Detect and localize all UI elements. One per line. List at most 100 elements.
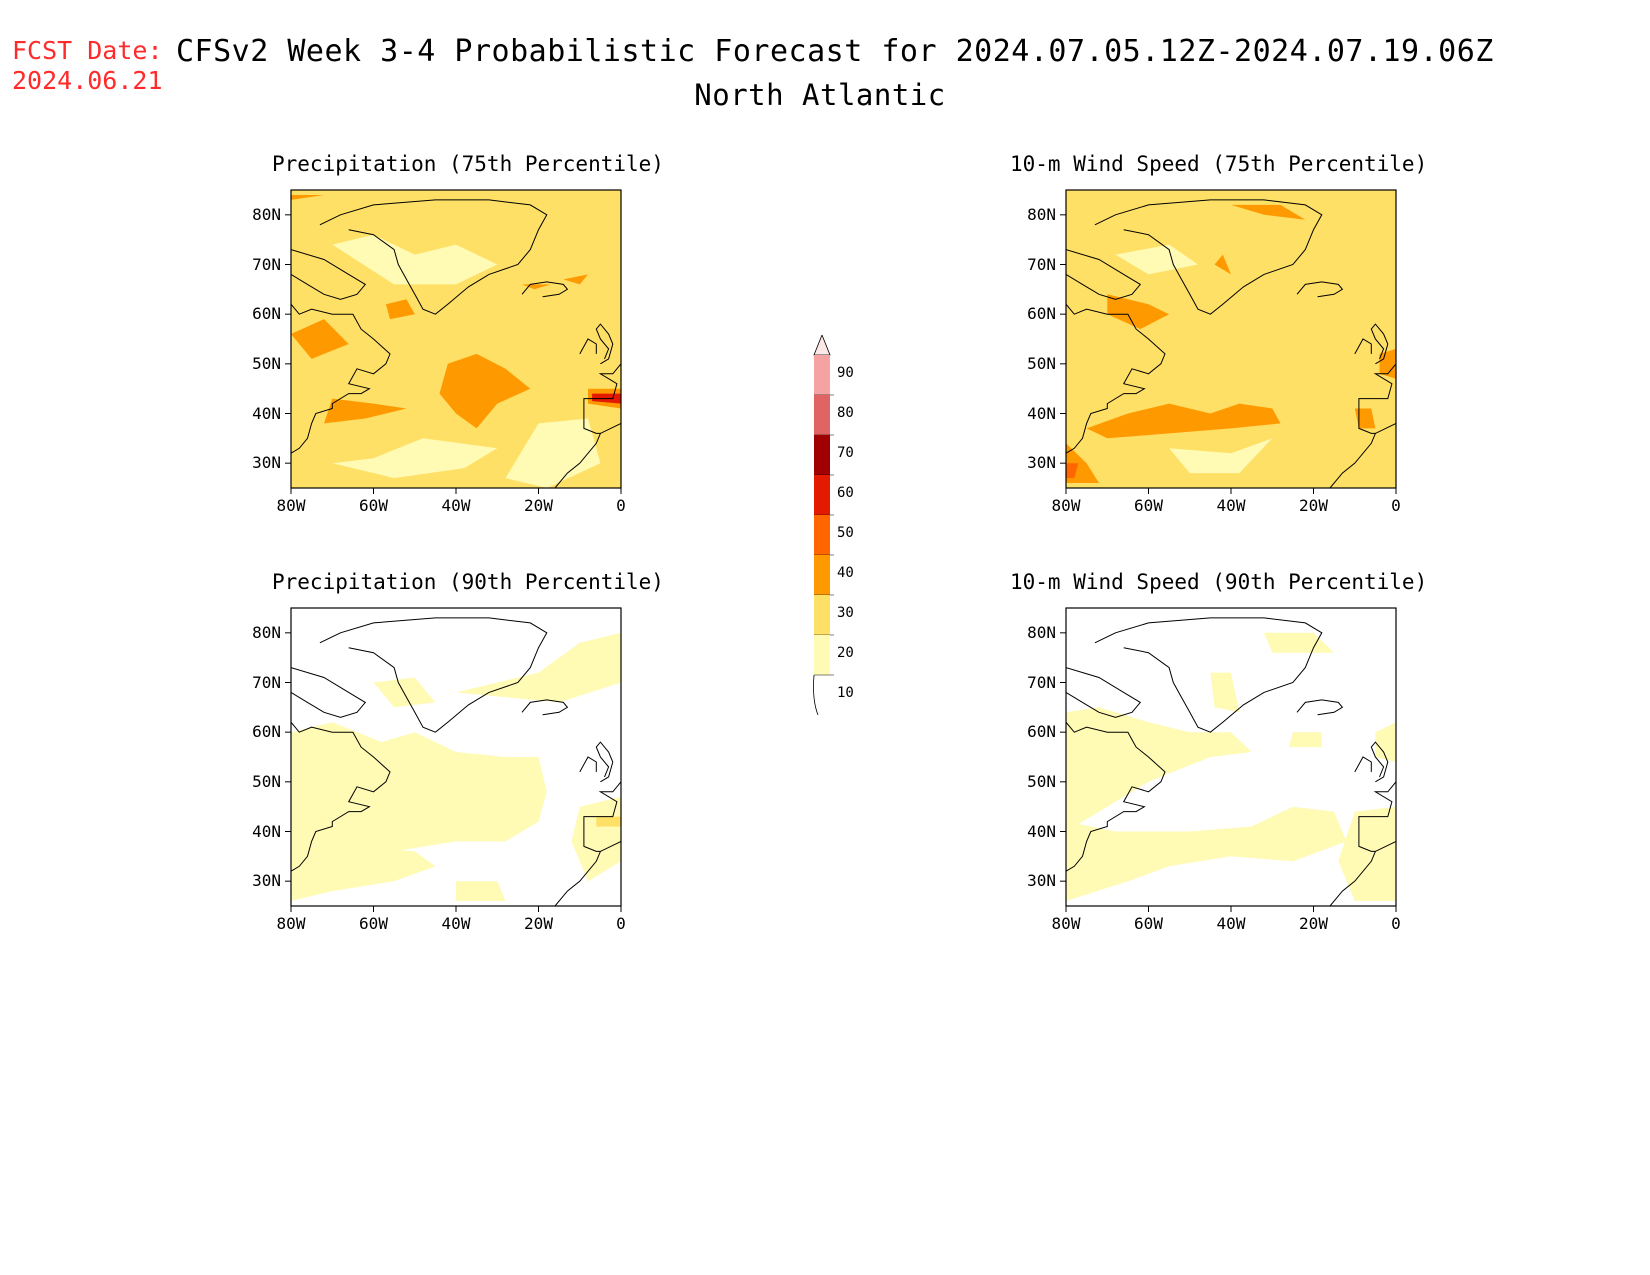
colorbar-label: 90: [837, 365, 854, 381]
lat-label: 80N: [252, 204, 281, 224]
coastline: [1358, 781, 1396, 852]
coastline: [1358, 363, 1396, 434]
colorbar-segment: [814, 515, 830, 555]
lat-label: 80N: [1027, 622, 1056, 642]
lat-label: 70N: [252, 254, 281, 274]
probability-contour: [324, 398, 407, 424]
map-panel-precip-75: 80N 70N 60N 50N 40N 30N 80W 60W 40W 20W 0: [252, 189, 711, 610]
colorbar-svg: [813, 333, 834, 716]
coastline: [521, 281, 569, 298]
coastline: [1329, 433, 1376, 488]
colorbar-segment: [814, 475, 830, 515]
lon-label: 0: [1391, 496, 1401, 515]
colorbar-label: 40: [837, 565, 854, 581]
probability-contour: [1066, 707, 1252, 832]
probability-contour: [1375, 722, 1396, 762]
coastline: [291, 667, 367, 718]
lat-label: 70N: [1027, 672, 1056, 692]
map-svg-wind-75: [1060, 189, 1397, 494]
lon-label: 40W: [441, 496, 471, 515]
probability-contour: [1288, 732, 1322, 748]
coastline: [583, 363, 621, 434]
coastline: [319, 617, 548, 733]
coastline: [1296, 699, 1344, 716]
coastline: [1066, 303, 1166, 454]
colorbar-segment: [814, 555, 830, 595]
probability-contour: [563, 274, 588, 285]
map-panel-wind-90: 80N 70N 60N 50N 40N 30N 80W 60W 40W 20W 0: [1027, 607, 1486, 1028]
map-svg-precip-90: [285, 607, 622, 912]
probability-contour: [1169, 438, 1273, 474]
colorbar-segment: [814, 435, 830, 475]
probability-contour: [596, 816, 621, 827]
lon-label: 20W: [1299, 496, 1328, 515]
coastline: [554, 851, 601, 906]
coastline: [1370, 741, 1389, 783]
colorbar-cap-top: [813, 333, 831, 356]
lon-label: 60W: [1134, 496, 1163, 515]
lon-label: 80W: [276, 914, 306, 933]
coastline: [1094, 199, 1323, 315]
colorbar-label: 80: [837, 405, 854, 421]
coastline: [583, 781, 621, 852]
coastline: [595, 323, 614, 365]
coastline: [595, 741, 614, 783]
lat-label: 80N: [252, 622, 281, 642]
probability-contour: [385, 299, 415, 320]
lon-label: 60W: [359, 496, 388, 515]
probability-contour: [456, 881, 506, 901]
lon-label: 20W: [1299, 914, 1328, 933]
map-svg-precip-75: [285, 189, 622, 494]
colorbar-label: 60: [837, 485, 854, 501]
probability-contour: [1066, 463, 1079, 479]
lon-label: 20W: [524, 914, 553, 933]
colorbar-label: 50: [837, 525, 854, 541]
fcst-date-label: FCST Date:: [12, 36, 163, 65]
probability-contour: [1066, 806, 1347, 901]
probability-contour: [332, 438, 498, 479]
lon-label: 60W: [359, 914, 388, 933]
lat-label: 70N: [1027, 254, 1056, 274]
lat-label: 30N: [1027, 871, 1056, 891]
lat-label: 80N: [1027, 204, 1056, 224]
colorbar-label: 70: [837, 445, 854, 461]
colorbar-legend: 90 80 70 60 50 40 30 20 10: [810, 333, 870, 735]
lon-label: 0: [616, 496, 626, 515]
coastline: [319, 199, 548, 315]
coastline: [1329, 851, 1376, 906]
probability-contour: [1210, 672, 1240, 713]
probability-contour: [1115, 244, 1198, 275]
colorbar-segment: [814, 635, 830, 675]
lat-label: 50N: [252, 771, 281, 791]
lon-label: 80W: [276, 496, 306, 515]
coastline: [521, 699, 569, 716]
coastline: [579, 756, 597, 773]
lat-label: 60N: [252, 304, 281, 324]
lon-label: 80W: [1051, 496, 1081, 515]
lon-label: 40W: [441, 914, 471, 933]
map-panel-wind-75: 80N 70N 60N 50N 40N 30N 80W 60W 40W 20W 0: [1027, 189, 1486, 610]
colorbar-segment: [814, 595, 830, 635]
colorbar-segment: [814, 355, 830, 395]
lat-label: 60N: [1027, 304, 1056, 324]
panel-title-precip-75: Precipitation (75th Percentile): [272, 152, 664, 176]
coastline: [1066, 249, 1142, 300]
lon-label: 0: [1391, 914, 1401, 933]
panel-title-wind-90: 10-m Wind Speed (90th Percentile): [1010, 570, 1428, 594]
colorbar-label: 10: [837, 685, 854, 701]
probability-contour: [1354, 408, 1376, 429]
lat-label: 30N: [252, 871, 281, 891]
lon-label: 40W: [1216, 496, 1246, 515]
probability-contour: [332, 234, 498, 285]
forecast-date-block: FCST Date: 2024.06.21: [12, 36, 163, 96]
coastline: [1066, 721, 1166, 872]
lat-label: 40N: [1027, 403, 1056, 423]
coastline: [1354, 338, 1372, 355]
colorbar-label: 20: [837, 645, 854, 661]
coastline: [554, 433, 601, 488]
coastline: [579, 338, 597, 355]
probability-contour: [1214, 254, 1231, 275]
lat-label: 40N: [252, 403, 281, 423]
panel-title-precip-90: Precipitation (90th Percentile): [272, 570, 664, 594]
map-panel-precip-90: 80N 70N 60N 50N 40N 30N 80W 60W 40W 20W 0: [252, 607, 711, 1028]
